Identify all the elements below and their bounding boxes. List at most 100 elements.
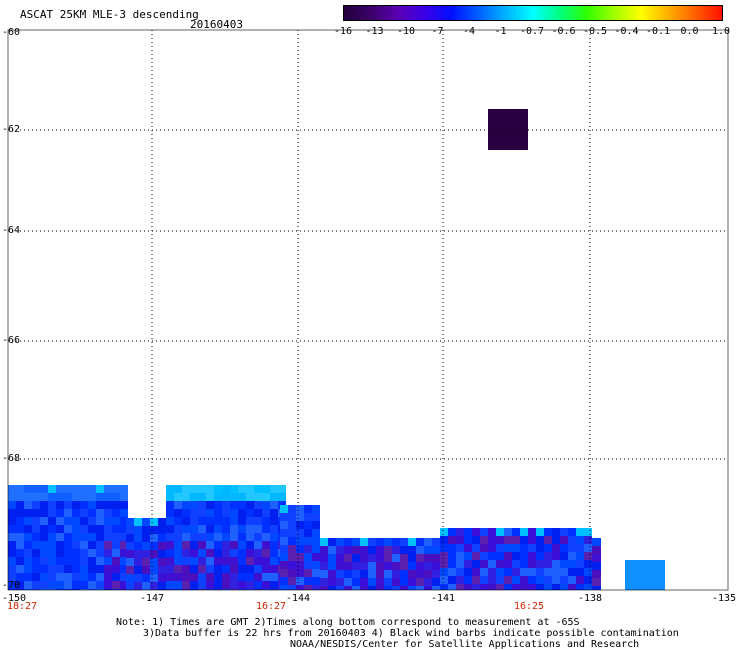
data-cell [120,485,128,493]
data-cell [246,533,254,541]
data-cell [262,557,270,565]
data-cell [32,493,40,501]
data-cell [166,533,174,541]
data-cell [48,485,56,493]
data-cell [464,528,472,536]
data-cell [246,549,254,557]
data-cell [254,485,262,493]
data-cell [166,589,174,590]
data-cell [552,552,560,560]
data-cell [472,584,480,590]
data-cell [312,505,320,513]
data-cell [560,528,568,536]
data-cell [48,581,56,589]
data-cell [126,566,134,574]
data-cell [190,565,198,573]
data-cell [344,546,352,554]
data-cell [408,538,416,546]
data-cell [190,509,198,517]
data-cell [270,501,278,509]
data-cell [440,536,448,544]
data-cell [198,565,206,573]
data-cell [24,557,32,565]
data-cell [560,568,568,576]
data-cell [262,549,270,557]
data-cell [254,493,262,501]
data-cell [296,505,304,513]
data-cell [174,581,182,589]
data-cell [214,525,222,533]
data-cell [222,565,230,573]
colorbar-tick-label: -16 [333,26,353,37]
data-cell [488,576,496,584]
data-cell [344,562,352,570]
data-cell [72,541,80,549]
data-cell [336,546,344,554]
data-cell [206,557,214,565]
data-cell [568,584,576,590]
data-cell [230,485,238,493]
data-cell [496,560,504,568]
data-cell [464,536,472,544]
data-cell [182,533,190,541]
data-cell [222,541,230,549]
data-cell [32,501,40,509]
data-cell [40,525,48,533]
data-cell [174,541,182,549]
data-cell [552,544,560,552]
data-cell [24,509,32,517]
data-cell [16,509,24,517]
data-cell [384,586,392,590]
data-cell [584,584,592,590]
data-cell [344,586,352,590]
data-cell [560,584,568,590]
data-cell [230,493,238,501]
data-cell [296,521,304,529]
data-cell [64,501,72,509]
data-cell [536,560,544,568]
data-cell [328,538,336,546]
data-cell [544,576,552,584]
data-cell [230,581,238,589]
data-cell [368,554,376,562]
data-cell [262,501,270,509]
data-cell [104,541,112,549]
data-cell [56,485,64,493]
data-cell [24,581,32,589]
data-cell [142,574,150,582]
data-cell [112,549,120,557]
data-cell [120,549,128,557]
data-cell [72,533,80,541]
data-cell [96,573,104,581]
data-cell [584,544,592,552]
data-cell [190,557,198,565]
data-cell [174,557,182,565]
data-cell [480,536,488,544]
data-cell [592,554,601,562]
data-cell [480,528,488,536]
data-cell [262,581,270,589]
data-cell [416,538,424,546]
data-cell [592,562,601,570]
data-cell [376,554,384,562]
data-cell [544,528,552,536]
data-cell [432,586,440,590]
data-cell [64,525,72,533]
data-cell [416,554,424,562]
data-cell [190,525,198,533]
data-cell [416,562,424,570]
data-cell [296,553,304,561]
data-cell [24,485,32,493]
data-cell [96,581,104,589]
data-cell [134,518,142,526]
data-cell [352,538,360,546]
data-cell [182,565,190,573]
time-label: 18:27 [6,601,38,612]
data-cell [206,565,214,573]
data-cell [536,576,544,584]
data-cell [344,578,352,586]
data-cell [174,509,182,517]
data-cell [166,557,174,565]
data-cell [270,493,278,501]
data-cell [16,565,24,573]
